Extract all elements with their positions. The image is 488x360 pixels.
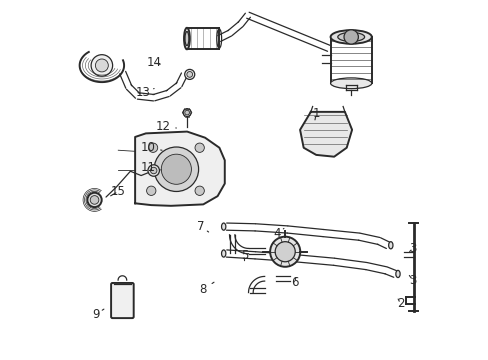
Text: 12: 12	[155, 121, 176, 134]
Circle shape	[146, 186, 156, 195]
FancyBboxPatch shape	[111, 283, 133, 318]
Text: 2: 2	[396, 297, 404, 310]
Text: 9: 9	[92, 308, 104, 321]
Text: 13: 13	[136, 86, 154, 99]
Circle shape	[150, 167, 157, 174]
Ellipse shape	[183, 28, 189, 49]
Text: 6: 6	[290, 276, 298, 289]
Circle shape	[186, 72, 192, 77]
Text: 5: 5	[240, 249, 248, 262]
Circle shape	[90, 195, 99, 204]
Circle shape	[195, 186, 204, 195]
Ellipse shape	[184, 110, 189, 115]
Text: 7: 7	[197, 220, 208, 233]
Circle shape	[95, 59, 108, 72]
Circle shape	[148, 165, 159, 176]
Polygon shape	[135, 132, 224, 206]
Polygon shape	[300, 112, 351, 157]
Circle shape	[148, 143, 158, 152]
Ellipse shape	[221, 223, 225, 230]
Ellipse shape	[221, 250, 225, 257]
Circle shape	[87, 193, 102, 207]
Circle shape	[195, 143, 204, 152]
Circle shape	[91, 55, 112, 76]
Circle shape	[184, 69, 194, 80]
Circle shape	[154, 147, 198, 192]
Circle shape	[161, 154, 191, 184]
Text: 8: 8	[199, 282, 214, 296]
Ellipse shape	[388, 242, 392, 249]
Text: 11: 11	[140, 161, 161, 174]
Text: 3: 3	[408, 242, 416, 255]
Circle shape	[344, 30, 358, 44]
Ellipse shape	[184, 32, 188, 46]
Text: 1: 1	[312, 107, 319, 120]
Ellipse shape	[330, 30, 371, 44]
Text: 3: 3	[408, 274, 416, 287]
Ellipse shape	[337, 32, 364, 41]
Ellipse shape	[395, 270, 399, 278]
Text: 15: 15	[110, 185, 125, 198]
Text: 14: 14	[146, 56, 162, 69]
Text: 10: 10	[140, 141, 162, 154]
Circle shape	[269, 237, 300, 267]
Ellipse shape	[330, 78, 371, 89]
Circle shape	[275, 242, 295, 262]
Text: 4: 4	[272, 227, 284, 240]
Ellipse shape	[183, 109, 191, 117]
